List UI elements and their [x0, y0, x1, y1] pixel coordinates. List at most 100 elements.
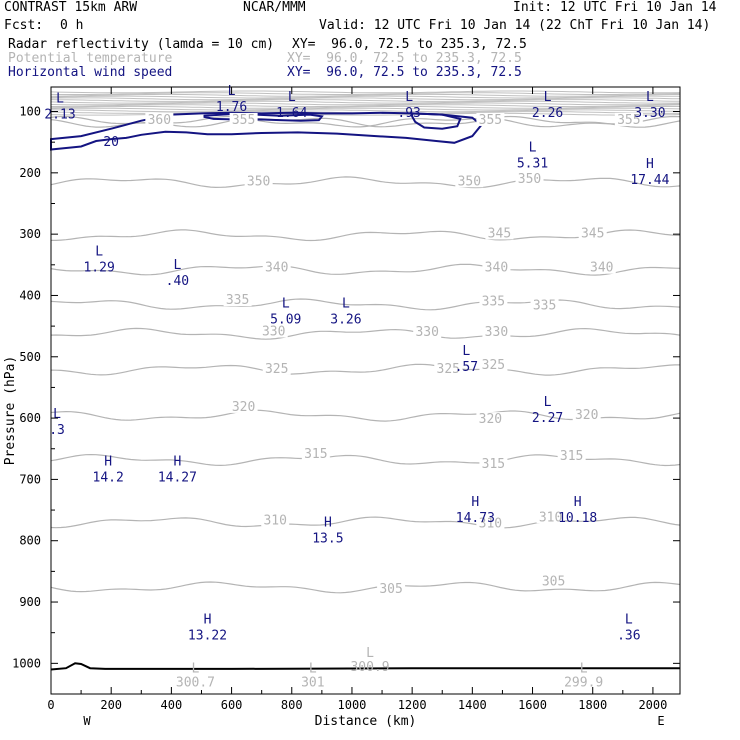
wind-extremum-value: 1.64 [276, 106, 307, 121]
theta-contour-label: 325 [482, 358, 505, 373]
theta-label-bg [259, 324, 288, 338]
theta-dense-line [50, 90, 681, 94]
theta-label-bg [476, 112, 505, 126]
wind-extremum-type: L [342, 297, 350, 312]
theta-contour-label: 355 [232, 113, 255, 128]
theta-dense-line [50, 99, 681, 102]
theta-label-bg [485, 226, 514, 240]
field-theta-name: Potential temperature [8, 51, 173, 66]
wind-extremum-value: 3.26 [330, 313, 361, 328]
wind-extremum-type: L [405, 90, 413, 105]
init-time: Init: 12 UTC Fri 10 Jan 14 [513, 0, 717, 15]
org-label: NCAR/MMM [243, 0, 306, 15]
theta-label-bg [587, 260, 616, 274]
theta-label-bg [515, 171, 544, 185]
theta-contour-label: 320 [575, 408, 598, 423]
wind-contour [50, 111, 483, 151]
x-tick-label: 200 [100, 698, 122, 712]
theta-contour-label: 345 [581, 226, 604, 241]
wind-extremum-type: H [471, 495, 479, 510]
theta-label-bg [262, 361, 291, 375]
theta-contour-label: 320 [232, 400, 255, 415]
x-tick-label: 2000 [638, 698, 667, 712]
theta-label-bg [145, 112, 174, 126]
theta-label-bg [262, 260, 291, 274]
wind-extremum-type: L [288, 90, 296, 105]
theta-label-bg [229, 399, 258, 413]
theta-label-bg [223, 293, 252, 307]
y-tick-label: 700 [19, 472, 41, 486]
theta-contour-label: 350 [518, 172, 541, 187]
theta-label-bg [479, 456, 508, 470]
wind-extremum-value: 14.2 [93, 470, 124, 485]
y-tick-label: 100 [19, 105, 41, 119]
theta-extremum-type: L [366, 646, 374, 661]
theta-label-bg [455, 174, 484, 188]
theta-label-bg [229, 112, 258, 126]
wind-extremum-type: L [282, 297, 290, 312]
theta-label-bg [301, 447, 330, 461]
theta-contour-label: 335 [226, 293, 249, 308]
wind-extremum-value: 2.27 [532, 411, 563, 426]
theta-label-bg [530, 298, 559, 312]
theta-label-bg [377, 581, 406, 595]
wind-extremum-type: H [104, 454, 112, 469]
theta-contour-label: 315 [304, 447, 327, 462]
x-tick-label: 0 [47, 698, 54, 712]
theta-label-bg [572, 407, 601, 421]
theta-contour-label: 355 [617, 113, 640, 128]
theta-contour-label: 315 [482, 457, 505, 472]
wind-extremum-value: .40 [166, 274, 189, 289]
y-tick-label: 600 [19, 411, 41, 425]
field-reflectivity-name: Radar reflectivity (lamda = 10 cm) [8, 37, 275, 52]
wind-extremum-value: 1.29 [83, 261, 114, 276]
wind-extremum-type: L [462, 344, 470, 359]
wind-extremum-value: 1.76 [216, 100, 247, 115]
wind-contour-label: 20 [103, 135, 119, 150]
theta-dense-line [50, 93, 680, 97]
theta-contour-line [50, 363, 680, 376]
theta-dense-line [50, 107, 681, 111]
theta-contour-label: 350 [247, 174, 270, 189]
extrema-labels: L2.13L1.76L1.64L.93L2.26L3.30L5.31H17.44… [44, 84, 669, 691]
theta-contour-line [50, 263, 681, 276]
wind-extremum-value: 2.26 [532, 106, 563, 121]
theta-contour-label: 355 [479, 113, 502, 128]
wind-extremum-value: 13.22 [188, 628, 227, 643]
y-tick-label: 800 [19, 534, 41, 548]
wind-contour [203, 112, 324, 122]
reflectivity-contour [50, 662, 680, 671]
wind-extremum-value: 17.44 [630, 173, 669, 188]
theta-contour-line [50, 516, 681, 529]
theta-upper-dense-contours [50, 90, 681, 116]
theta-contour-label: 315 [560, 449, 583, 464]
theta-extremum-value: 300.9 [350, 660, 389, 675]
theta-extremum-type: L [580, 662, 588, 677]
theta-label-bg [536, 510, 565, 524]
theta-contour-label: 330 [485, 325, 508, 340]
x-tick-label: 1400 [458, 698, 487, 712]
theta-contour-line [50, 327, 681, 340]
wind-extremum-value: .93 [397, 106, 420, 121]
y-tick-label: 400 [19, 288, 41, 302]
theta-contour-label: 350 [458, 174, 481, 189]
wind-extremum-value: .36 [617, 628, 640, 643]
x-axis-label: Distance (km) [315, 714, 417, 729]
wind-extremum-value: 3.30 [634, 106, 665, 121]
theta-contour-label: 310 [263, 513, 286, 528]
wind-extremum-type: H [574, 495, 582, 510]
theta-contour-label: 310 [479, 516, 502, 531]
theta-dense-line [51, 104, 681, 108]
theta-dense-line [50, 100, 681, 104]
theta-dense-line [51, 109, 681, 113]
wind-extremum-value: .57 [455, 360, 478, 375]
x-tick-label: 1600 [518, 698, 547, 712]
wind-extremum-value: 14.73 [456, 511, 495, 526]
theta-extremum-type: L [192, 662, 200, 677]
theta-label-bg [479, 358, 508, 372]
x-tick-label: 1000 [338, 698, 367, 712]
wind-extremum-type: H [324, 516, 332, 531]
header: CONTRAST 15km ARW NCAR/MMM Init: 12 UTC … [0, 0, 740, 90]
theta-dense-line [50, 97, 681, 101]
